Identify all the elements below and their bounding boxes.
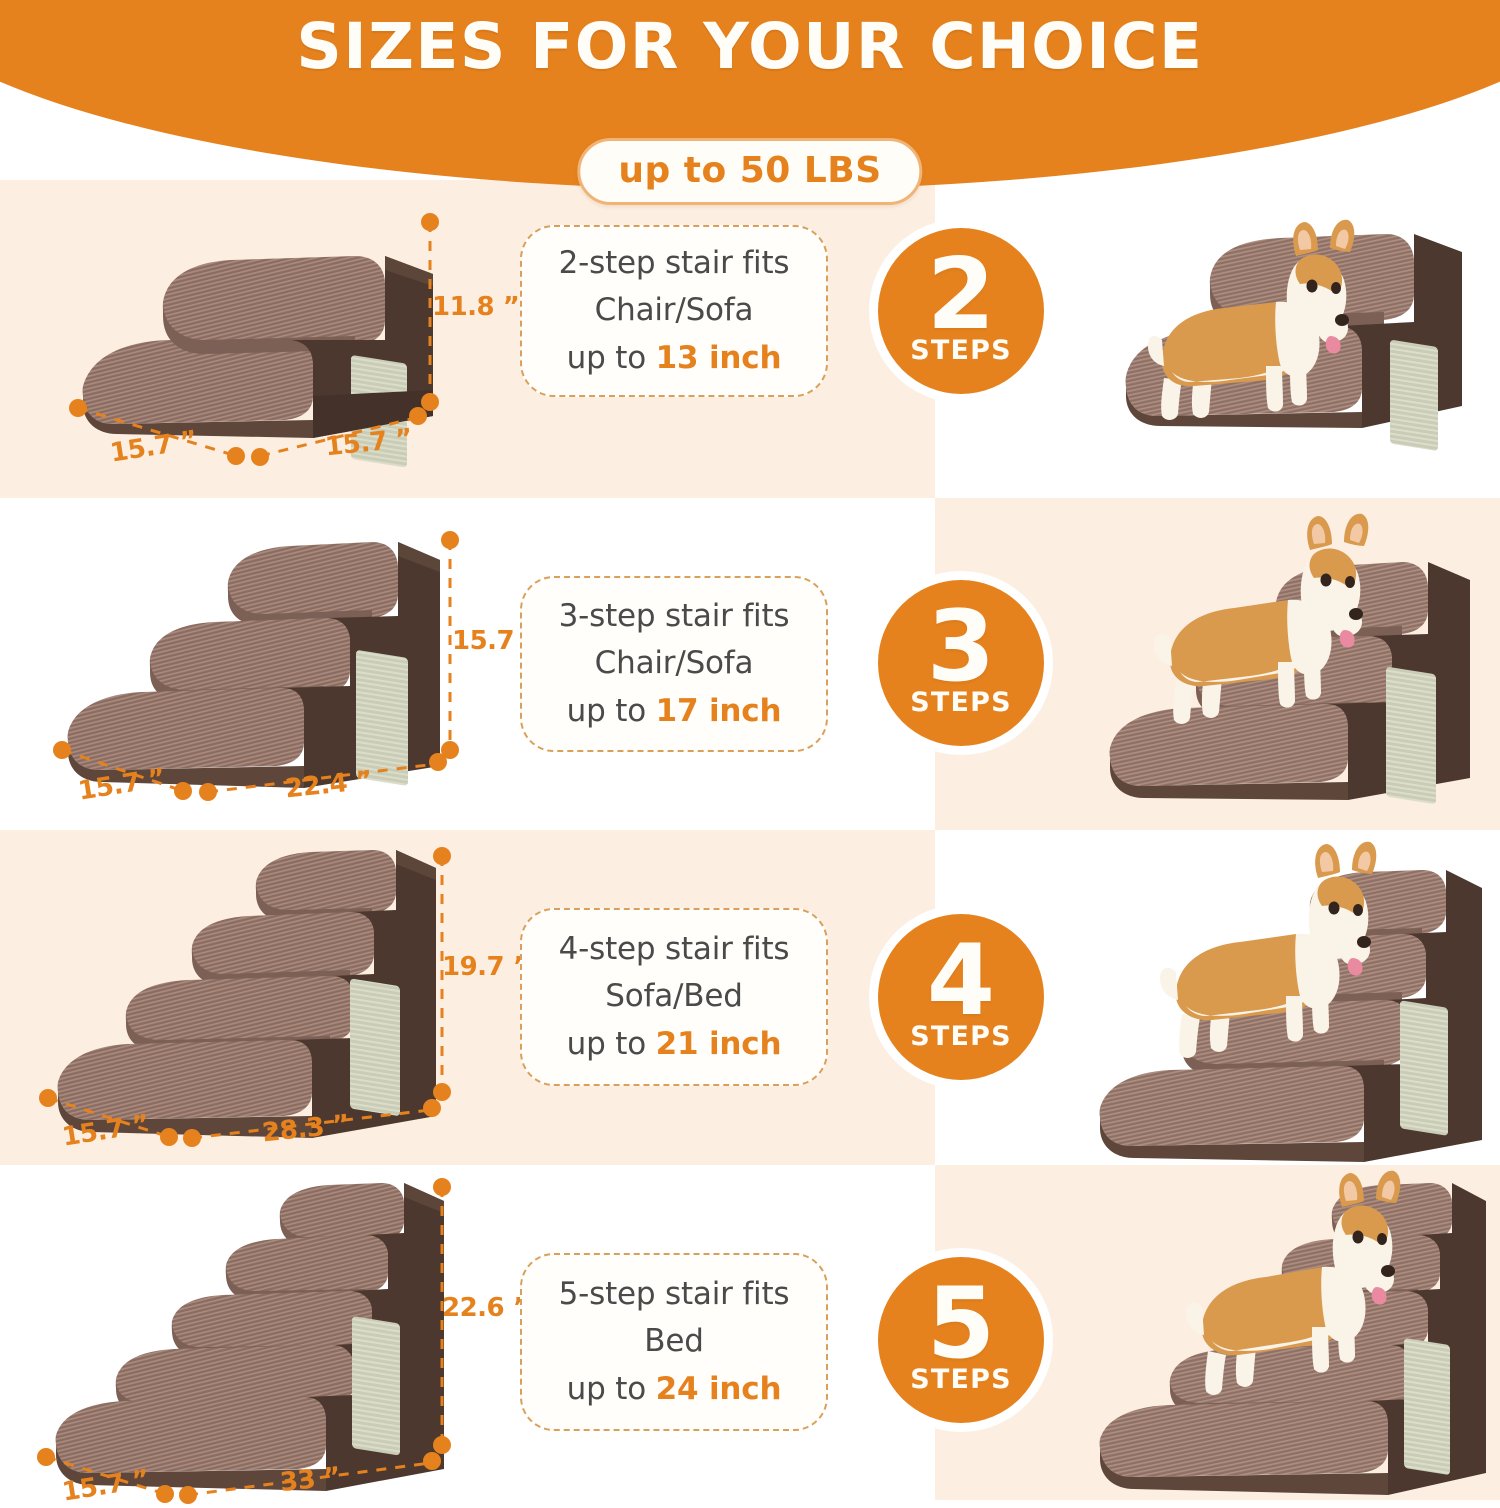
callout-2-steps: 2-step stair fits Chair/Sofa up to 13 in… [520, 225, 828, 397]
dog-illustration [1160, 841, 1377, 1058]
product-illustration-2-steps [55, 190, 475, 480]
dimension-width-5-steps: 33 ” [278, 1461, 342, 1499]
callout-line-1: 2-step stair fits [558, 245, 790, 282]
step-number: 3 [926, 590, 996, 705]
step-label: STEPS [910, 334, 1012, 366]
weight-capacity-badge: up to 50 LBS [577, 138, 923, 205]
product-illustration-4-steps [32, 842, 462, 1152]
callout-prefix: up to [566, 339, 656, 376]
dimension-lines-5-steps [37, 1178, 451, 1504]
callout-line-3: up to 13 inch [567, 335, 782, 382]
dimension-height-5-steps: 22.6 ” [442, 1293, 530, 1323]
photo-4-steps-with-dog [1070, 836, 1490, 1166]
size-row-4-steps: 19.7 ” 15.7 ” 28.3 ” 4-step stair fits S… [0, 830, 1500, 1165]
step-label: STEPS [910, 1363, 1012, 1395]
callout-prefix: up to [566, 1370, 656, 1407]
callout-line-1: 4-step stair fits [558, 931, 790, 968]
dog-illustration [1148, 219, 1355, 420]
callout-line-1: 5-step stair fits [558, 1276, 790, 1313]
size-row-3-steps: 15.7 ” 15.7 ” 22.4 ” 3-step stair fits C… [0, 498, 1500, 830]
callout-line-2: Chair/Sofa [594, 292, 754, 329]
step-number: 5 [926, 1267, 996, 1382]
step-badge-5: 5 STEPS [878, 1257, 1044, 1423]
step-number: 4 [926, 924, 996, 1039]
page-title: SIZES FOR YOUR CHOICE [296, 10, 1204, 83]
callout-5-steps: 5-step stair fits Bed up to 24 inch [520, 1253, 828, 1431]
step-label: STEPS [910, 1020, 1012, 1052]
photo-5-steps-with-dog [1070, 1167, 1490, 1502]
callout-prefix: up to [566, 1025, 656, 1062]
callout-line-3: up to 21 inch [567, 1021, 782, 1068]
callout-highlight: 13 inch [655, 339, 782, 376]
callout-highlight: 17 inch [655, 692, 782, 729]
callout-line-2: Bed [644, 1323, 704, 1360]
callout-highlight: 24 inch [655, 1370, 782, 1407]
dog-illustration [1186, 1170, 1401, 1395]
step-badge-3: 3 STEPS [878, 580, 1044, 746]
product-illustration-5-steps [30, 1177, 470, 1497]
callout-line-1: 3-step stair fits [558, 598, 790, 635]
step-badge-4: 4 STEPS [878, 914, 1044, 1080]
photo-3-steps-with-dog [1080, 506, 1490, 826]
dimension-lines-2-steps [69, 213, 439, 466]
callout-line-2: Chair/Sofa [594, 645, 754, 682]
dimension-lines-4-steps [39, 847, 451, 1147]
step-badge-2: 2 STEPS [878, 228, 1044, 394]
callout-3-steps: 3-step stair fits Chair/Sofa up to 17 in… [520, 576, 828, 752]
product-illustration-3-steps [42, 516, 462, 816]
photo-2-steps-with-dog [1090, 190, 1490, 490]
step-number: 2 [926, 238, 996, 353]
callout-line-2: Sofa/Bed [605, 978, 743, 1015]
callout-line-3: up to 24 inch [567, 1366, 782, 1413]
dimension-height-2-steps: 11.8 ” [432, 292, 520, 322]
callout-4-steps: 4-step stair fits Sofa/Bed up to 21 inch [520, 908, 828, 1086]
size-row-5-steps: 22.6 ” 15.7 ” 33 ” 5-step stair fits Bed… [0, 1165, 1500, 1508]
dimension-height-4-steps: 19.7 ” [442, 952, 530, 982]
callout-highlight: 21 inch [655, 1025, 782, 1062]
size-row-2-steps: 11.8 ” 15.7 ” 15.7 ” 2-step stair fits C… [0, 180, 1500, 498]
dog-illustration [1154, 513, 1369, 724]
dimension-lines-3-steps [53, 531, 459, 801]
step-label: STEPS [910, 686, 1012, 718]
callout-line-3: up to 17 inch [567, 688, 782, 735]
callout-prefix: up to [566, 692, 656, 729]
